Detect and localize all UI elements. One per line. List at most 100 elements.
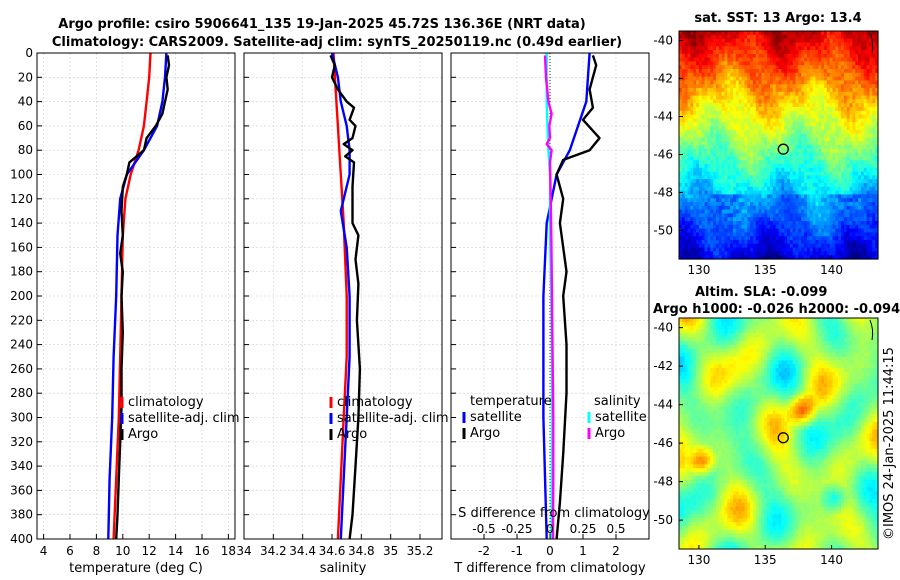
heatmap-cell [747, 217, 751, 222]
heatmap-cell [750, 133, 754, 138]
heatmap-cell [846, 61, 851, 66]
heatmap-cell [801, 137, 805, 142]
heatmap-cell [690, 414, 694, 419]
heatmap-cell [821, 57, 825, 62]
heatmap-cell [679, 179, 683, 184]
heatmap-cell [684, 421, 689, 427]
heatmap-cell [835, 224, 839, 230]
heatmap-cell [715, 88, 720, 93]
heatmap-cell [767, 103, 771, 108]
heatmap-cell [792, 65, 797, 70]
heatmap-cell [815, 80, 819, 85]
heatmap-cell [826, 228, 831, 233]
heatmap-cell [758, 57, 763, 62]
heatmap-cell [733, 103, 737, 108]
heatmap-cell [741, 69, 745, 74]
heatmap-cell [733, 205, 737, 211]
heatmap-cell [804, 91, 808, 97]
heatmap-cell [693, 495, 697, 500]
heatmap-cell [684, 341, 689, 346]
heatmap-cell [764, 34, 768, 40]
heatmap-cell [707, 160, 711, 165]
heatmap-cell [750, 76, 754, 81]
heatmap-cell [838, 240, 842, 245]
heatmap-cell [795, 61, 799, 66]
heatmap-cell [710, 251, 714, 256]
heatmap-cell [818, 72, 822, 78]
heatmap-cell [704, 50, 709, 55]
heatmap-cell [724, 224, 728, 230]
heatmap-cell [690, 133, 694, 138]
heatmap-cell [875, 107, 879, 112]
heatmap-cell [818, 133, 822, 138]
heatmap-cell [772, 240, 777, 245]
heatmap-cell [679, 337, 683, 342]
heatmap-cell [852, 103, 856, 108]
heatmap-cell [713, 186, 717, 192]
heatmap-cell [704, 80, 709, 85]
heatmap-cell [784, 53, 788, 59]
panel-salinity: 34 34.2 34.4 34.6 34.8 35 35.2salinityclimatol… [236, 52, 449, 576]
heatmap-cell [849, 247, 854, 252]
heatmap-cell [843, 247, 848, 252]
heatmap-cell [741, 57, 745, 62]
heatmap-cell [750, 46, 754, 51]
heatmap-cell [826, 80, 831, 85]
map-y-tick-label: -50 [653, 224, 673, 238]
heatmap-cell [769, 198, 774, 203]
heatmap-cell [875, 31, 879, 36]
heatmap-cell [690, 468, 694, 473]
heatmap-cell [778, 247, 782, 252]
heatmap-cell [681, 541, 686, 546]
heatmap-cell [750, 141, 754, 146]
heatmap-cell [690, 479, 694, 485]
heatmap-cell [784, 164, 788, 169]
heatmap-cell [806, 224, 811, 230]
heatmap-cell [721, 129, 726, 135]
heatmap-cell [795, 141, 799, 146]
heatmap-cell [704, 240, 709, 245]
heatmap-cell [733, 179, 737, 184]
heatmap-cell [679, 460, 683, 465]
heatmap-cell [866, 95, 871, 100]
heatmap-cell [860, 183, 865, 188]
heatmap-cell [721, 179, 726, 184]
heatmap-cell [707, 190, 711, 195]
heatmap-cell [769, 84, 774, 89]
heatmap-cell [696, 255, 700, 260]
heatmap-cell [838, 224, 842, 230]
heatmap-cell [764, 160, 768, 165]
heatmap-cell [764, 183, 768, 188]
heatmap-cell [710, 34, 714, 40]
heatmap-cell [826, 221, 831, 226]
heatmap-cell [681, 194, 686, 199]
heatmap-cell [684, 529, 689, 535]
heatmap-cell [866, 217, 871, 222]
heatmap-cell [681, 156, 686, 161]
heatmap-cell [781, 236, 785, 241]
heatmap-cell [860, 129, 865, 135]
heatmap-cell [690, 31, 694, 36]
heatmap-cell [812, 84, 817, 89]
heatmap-cell [835, 80, 839, 85]
heatmap-cell [858, 133, 862, 138]
heatmap-cell [829, 186, 834, 192]
heatmap-cell [795, 72, 799, 78]
heatmap-cell [733, 217, 737, 222]
heatmap-cell [701, 360, 706, 365]
heatmap-cell [795, 156, 799, 161]
heatmap-cell [741, 31, 745, 36]
heatmap-cell [738, 76, 743, 81]
heatmap-cell [809, 221, 814, 226]
heatmap-cell [821, 251, 825, 256]
heatmap-cell [704, 175, 709, 180]
heatmap-cell [829, 129, 834, 135]
heatmap-cell [690, 99, 694, 104]
heatmap-cell [835, 110, 839, 116]
heatmap-cell [829, 202, 834, 207]
heatmap-cell [679, 395, 683, 400]
heatmap-cell [869, 107, 873, 112]
heatmap-cell [750, 243, 754, 249]
heatmap-cell [801, 76, 805, 81]
heatmap-cell [806, 50, 811, 55]
